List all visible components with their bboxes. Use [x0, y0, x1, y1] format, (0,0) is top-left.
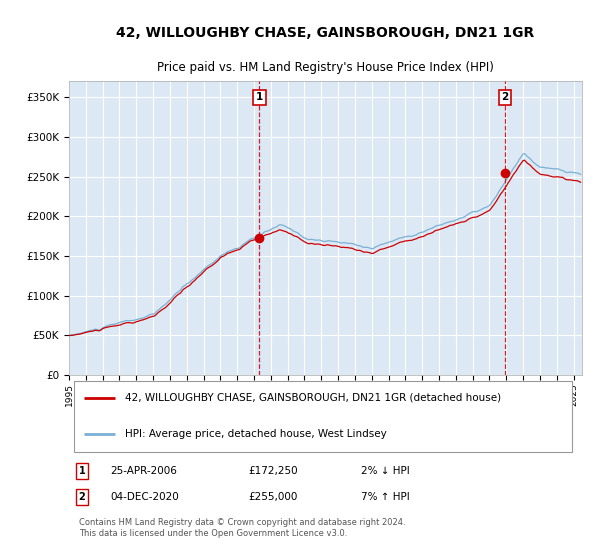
Text: 1: 1: [256, 92, 263, 102]
Text: 2: 2: [502, 92, 509, 102]
Text: 2% ↓ HPI: 2% ↓ HPI: [361, 466, 410, 476]
Text: 04-DEC-2020: 04-DEC-2020: [110, 492, 179, 502]
Text: £255,000: £255,000: [248, 492, 298, 502]
FancyBboxPatch shape: [74, 381, 572, 452]
Text: Price paid vs. HM Land Registry's House Price Index (HPI): Price paid vs. HM Land Registry's House …: [157, 60, 494, 73]
Text: 42, WILLOUGHBY CHASE, GAINSBOROUGH, DN21 1GR: 42, WILLOUGHBY CHASE, GAINSBOROUGH, DN21…: [116, 26, 535, 40]
Text: 25-APR-2006: 25-APR-2006: [110, 466, 177, 476]
Text: 2: 2: [79, 492, 85, 502]
Text: 7% ↑ HPI: 7% ↑ HPI: [361, 492, 410, 502]
Text: Contains HM Land Registry data © Crown copyright and database right 2024.
This d: Contains HM Land Registry data © Crown c…: [79, 518, 406, 538]
Text: 42, WILLOUGHBY CHASE, GAINSBOROUGH, DN21 1GR (detached house): 42, WILLOUGHBY CHASE, GAINSBOROUGH, DN21…: [125, 393, 502, 403]
Text: 1: 1: [79, 466, 85, 476]
Text: HPI: Average price, detached house, West Lindsey: HPI: Average price, detached house, West…: [125, 428, 387, 438]
Text: £172,250: £172,250: [248, 466, 298, 476]
